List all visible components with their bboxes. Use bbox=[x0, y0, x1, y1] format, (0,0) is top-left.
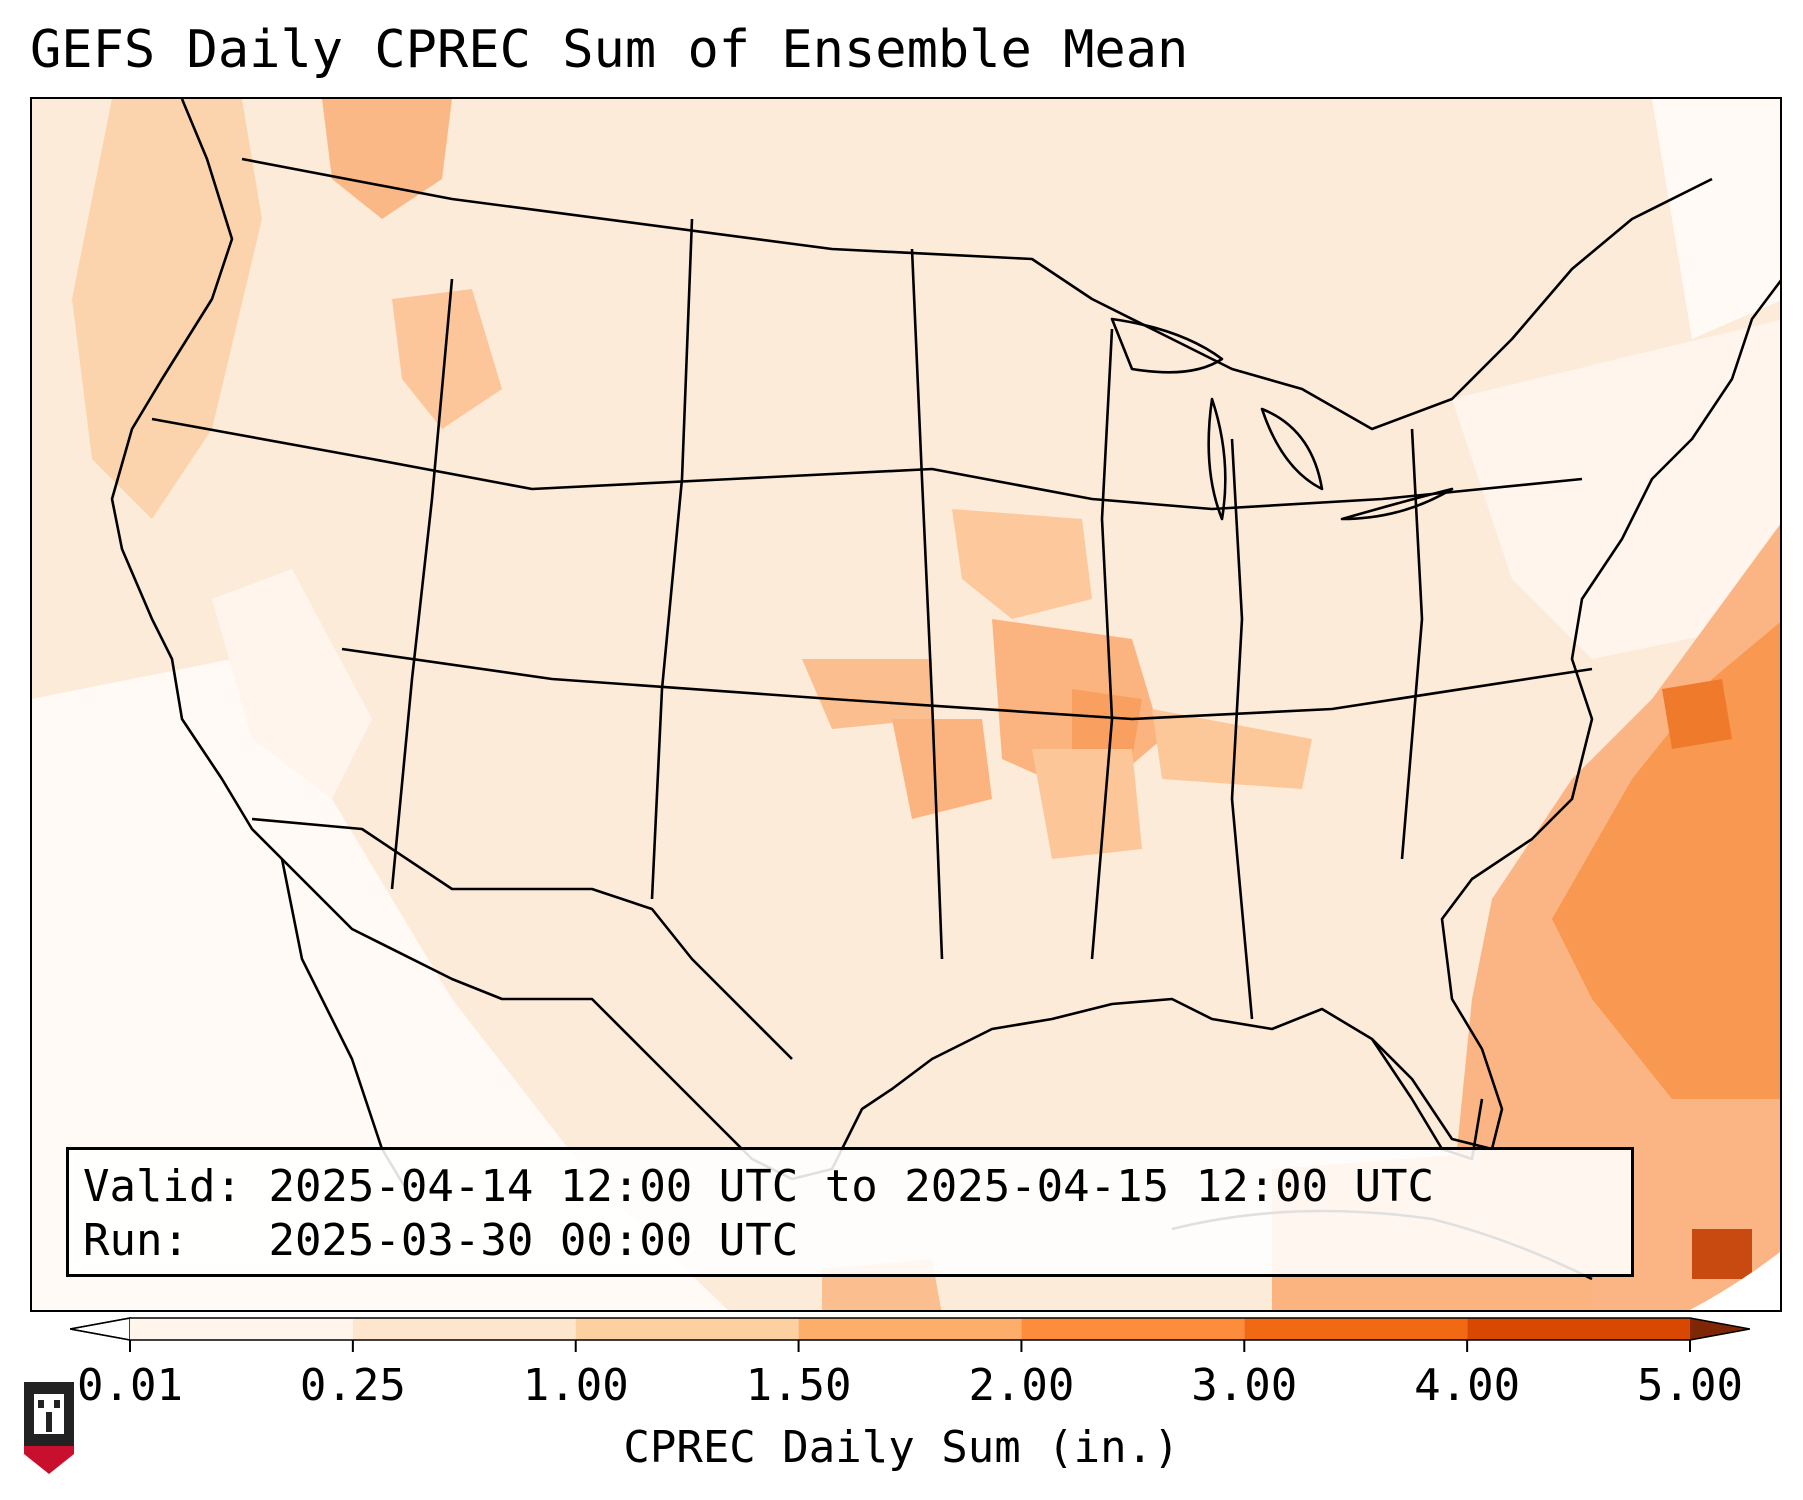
precip-caribbean-max bbox=[1692, 1229, 1752, 1279]
state-line-north bbox=[151, 417, 1583, 511]
colorbar-segment bbox=[352, 1318, 576, 1340]
colorbar-segment bbox=[1244, 1318, 1468, 1340]
niu-logo bbox=[24, 1382, 74, 1474]
precip-light-northeast bbox=[1652, 99, 1780, 339]
valid-run-info-box: Valid: 2025-04-14 12:00 UTC to 2025-04-1… bbox=[66, 1147, 1634, 1277]
colorbar-tick-label: 1.50 bbox=[745, 1360, 852, 1411]
colorbar bbox=[70, 1317, 1750, 1352]
lake-michigan bbox=[1207, 397, 1227, 521]
precip-light-nevada bbox=[212, 569, 372, 799]
colorbar-over-arrow bbox=[1690, 1318, 1750, 1340]
precip-pacific-northwest bbox=[72, 99, 262, 519]
map-canvas bbox=[32, 99, 1780, 1310]
projection-edge bbox=[1689, 1252, 1780, 1310]
precip-idaho bbox=[392, 289, 502, 429]
state-line-ohio bbox=[1230, 438, 1254, 1020]
precip-atlantic-max bbox=[1662, 679, 1732, 749]
colorbar-tick-label: 0.25 bbox=[299, 1360, 406, 1411]
state-line-west bbox=[390, 278, 454, 890]
precip-iowa bbox=[952, 509, 1092, 619]
colorbar-segment bbox=[575, 1318, 799, 1340]
logo-door bbox=[46, 1412, 52, 1432]
colorbar-segment bbox=[1021, 1318, 1245, 1340]
valid-time-range: 2025-04-14 12:00 UTC to 2025-04-15 12:00… bbox=[268, 1161, 1435, 1212]
precip-cascades bbox=[322, 99, 452, 219]
lake-huron bbox=[1260, 407, 1324, 491]
map-title: GEFS Daily CPREC Sum of Ensemble Mean bbox=[30, 20, 1189, 80]
lake-superior bbox=[1110, 317, 1224, 374]
state-line-east bbox=[1400, 428, 1424, 860]
mexico-border bbox=[251, 817, 793, 1060]
precip-atlantic-core bbox=[1552, 622, 1780, 1099]
colorbar-tick-label: 3.00 bbox=[1191, 1360, 1298, 1411]
logo-bar bbox=[24, 1446, 74, 1474]
precip-light-atlantic-north bbox=[1452, 319, 1780, 659]
logo-window bbox=[54, 1400, 60, 1408]
state-line-rockies bbox=[650, 218, 694, 900]
precip-oklahoma bbox=[892, 719, 992, 819]
colorbar-segment bbox=[798, 1318, 1022, 1340]
colorbar-segment bbox=[1467, 1318, 1690, 1340]
logo-window bbox=[38, 1400, 44, 1408]
run-label: Run: bbox=[83, 1215, 189, 1266]
precip-tennessee bbox=[1152, 709, 1312, 789]
lake-erie bbox=[1340, 487, 1454, 521]
colorbar-tick-label: 1.00 bbox=[522, 1360, 629, 1411]
precip-arkansas bbox=[1032, 749, 1142, 859]
valid-label: Valid: bbox=[83, 1161, 242, 1212]
us-coastline bbox=[110, 99, 1780, 1181]
precipitation-map bbox=[30, 97, 1782, 1312]
colorbar-under-arrow bbox=[70, 1317, 131, 1341]
precip-field bbox=[32, 99, 1780, 1310]
precip-kansas bbox=[802, 659, 932, 729]
colorbar-segment bbox=[130, 1318, 353, 1340]
precip-missouri-core bbox=[1072, 689, 1142, 759]
state-line-mississippi bbox=[1090, 328, 1114, 960]
colorbar-ticks bbox=[129, 1340, 1691, 1352]
state-line-mid bbox=[341, 647, 1593, 721]
state-line-plains bbox=[910, 248, 944, 960]
canada-border bbox=[241, 157, 1713, 431]
colorbar-tick-label: 5.00 bbox=[1637, 1360, 1743, 1411]
run-time: 2025-03-30 00:00 UTC bbox=[268, 1215, 799, 1266]
colorbar-tick-label: 0.01 bbox=[77, 1360, 183, 1411]
colorbar-title: CPREC Daily Sum (in.) bbox=[623, 1422, 1180, 1473]
colorbar-tick-label: 2.00 bbox=[968, 1360, 1075, 1411]
colorbar-segments bbox=[70, 1317, 1750, 1341]
colorbar-tick-label: 4.00 bbox=[1414, 1360, 1521, 1411]
